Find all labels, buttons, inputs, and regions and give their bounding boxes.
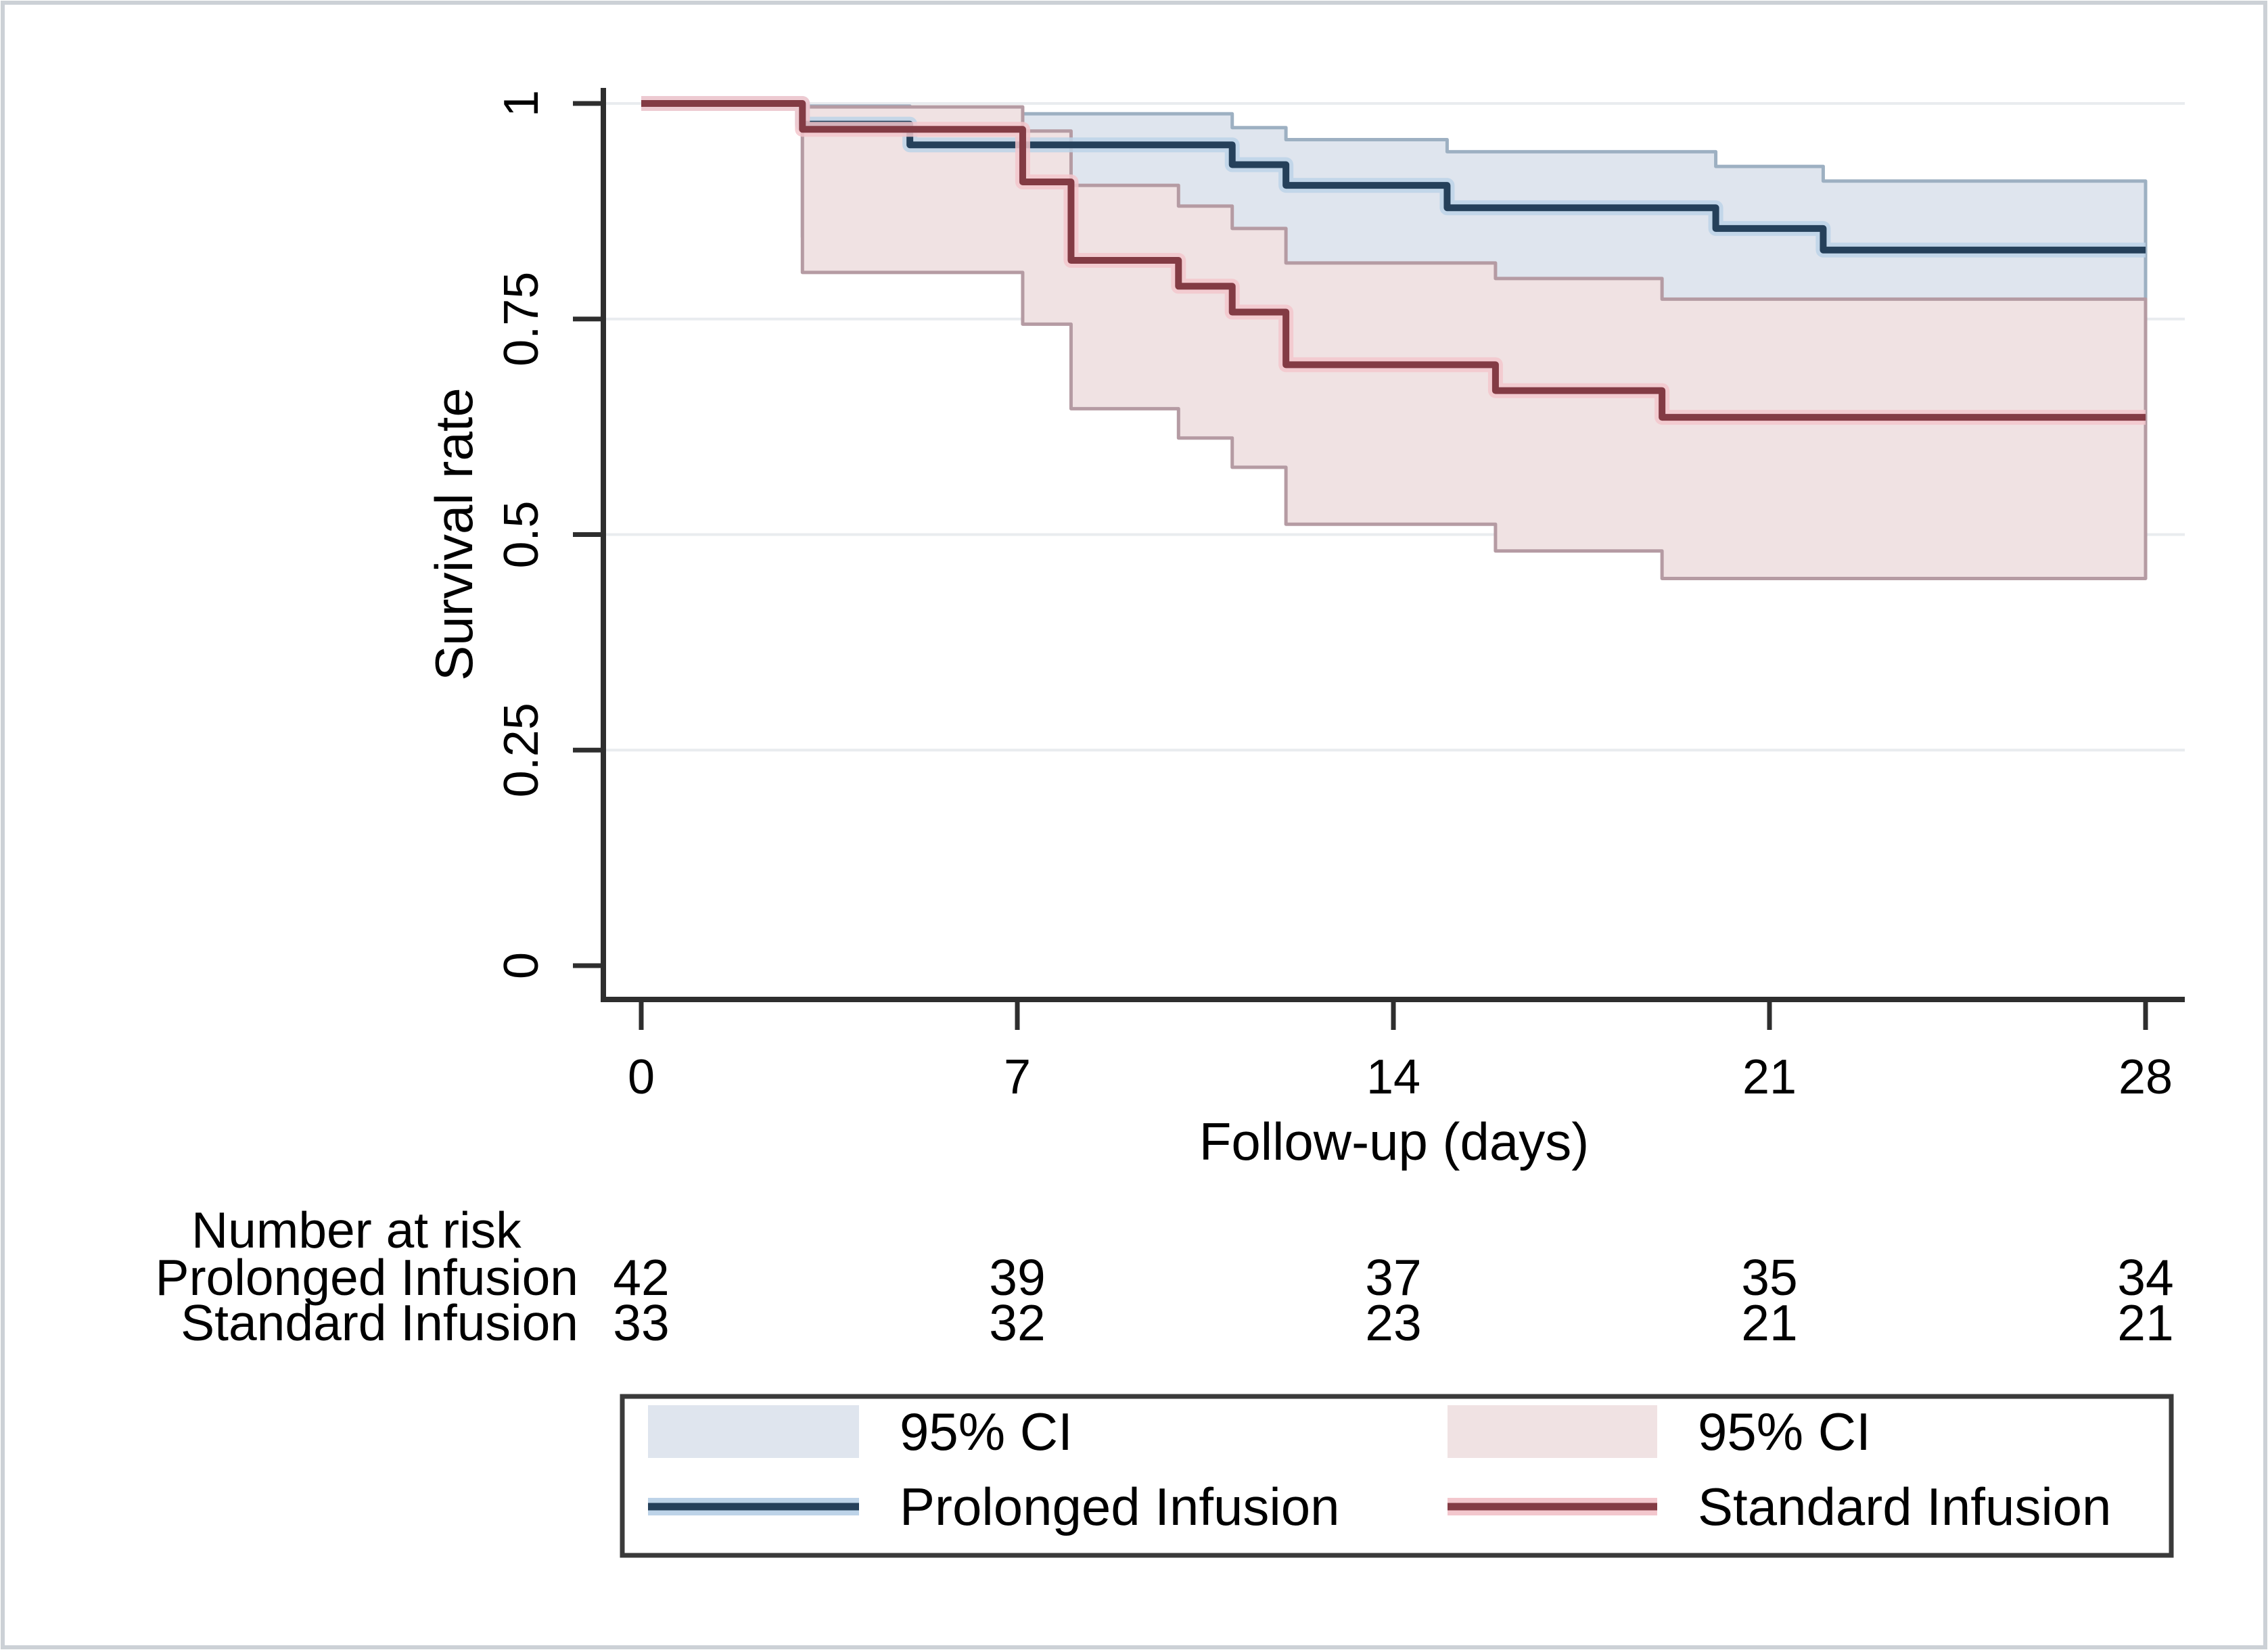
x-tick-label-14: 14 (1366, 1050, 1420, 1104)
y-tick-label-1: 1 (494, 90, 549, 117)
x-tick-label-28: 28 (2119, 1050, 2173, 1104)
risk-count: 33 (613, 1294, 669, 1351)
legend-series-label-standard: Standard Infusion (1698, 1477, 2111, 1536)
y-tick-label-0.5: 0.5 (494, 500, 549, 568)
y-tick-label-0: 0 (494, 952, 549, 979)
survival-curves (641, 96, 2146, 425)
legend-series-label-prolonged: Prolonged Infusion (900, 1477, 1339, 1536)
risk-row-standard: Standard Infusion 33 32 23 21 21 (181, 1294, 2174, 1351)
risk-count: 34 (2117, 1249, 2173, 1306)
x-tick-label-7: 7 (1004, 1050, 1031, 1104)
risk-count: 23 (1365, 1294, 1421, 1351)
survival-curve-standard (641, 100, 2146, 421)
legend-ci-swatch-prolonged (648, 1405, 859, 1458)
risk-count: 37 (1365, 1249, 1421, 1306)
confidence-bands (800, 104, 2148, 581)
x-tick-label-21: 21 (1742, 1050, 1797, 1104)
risk-count: 21 (2117, 1294, 2173, 1351)
y-tick-label-0.25: 0.25 (494, 703, 549, 797)
ci-band-standard (800, 105, 2148, 581)
y-tick-label-0.75: 0.75 (494, 272, 549, 367)
legend-ci-swatch-standard (1448, 1405, 1657, 1458)
tick-labels: 0 0.25 0.5 0.75 1 0 7 14 21 28 (494, 90, 2173, 1104)
risk-table-title: Number at risk (191, 1202, 522, 1258)
risk-count: 42 (613, 1249, 669, 1306)
risk-row-prolonged: Prolonged Infusion 42 39 37 35 34 (156, 1249, 2174, 1306)
risk-count: 35 (1741, 1249, 1797, 1306)
risk-count: 32 (989, 1294, 1045, 1351)
risk-row-label: Prolonged Infusion (156, 1249, 578, 1306)
axes (573, 88, 2185, 1030)
legend: 95% CI Prolonged Infusion 95% CI Standard I… (620, 1394, 2174, 1558)
legend-ci-label-standard: 95% CI (1698, 1402, 1871, 1461)
legend-ci-label-prolonged: 95% CI (900, 1402, 1073, 1461)
legend-box (620, 1394, 2174, 1558)
x-axis-title: Follow-up (days) (1199, 1112, 1590, 1171)
risk-count: 21 (1741, 1294, 1797, 1351)
x-tick-label-0: 0 (628, 1050, 655, 1104)
risk-count: 39 (989, 1249, 1045, 1306)
y-axis-title: Survival rate (424, 387, 484, 681)
risk-row-label: Standard Infusion (181, 1294, 578, 1351)
